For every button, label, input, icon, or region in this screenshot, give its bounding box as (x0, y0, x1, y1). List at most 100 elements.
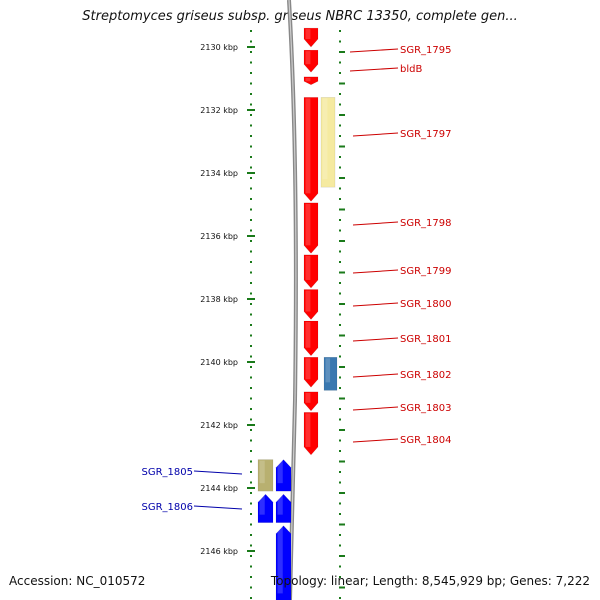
track-dot (250, 282, 252, 284)
sgr_1800-gene-arrow (303, 289, 319, 320)
feature-gene-arrow (275, 459, 292, 492)
feature-gene-arrow (275, 525, 292, 600)
feature-highlight (277, 495, 283, 515)
label-leader (352, 302, 399, 307)
track-dot (250, 135, 252, 137)
track-dot (339, 387, 341, 389)
sgr_1798-gene-arrow (303, 202, 319, 254)
track-dot (339, 439, 341, 442)
label-leader (193, 505, 243, 510)
track-dot (250, 250, 252, 253)
track-dot (339, 502, 341, 505)
track-tick (339, 51, 345, 53)
sgr_1806-gene-arrow (257, 493, 274, 523)
feature-highlight (325, 358, 331, 383)
track-tick (339, 208, 345, 211)
feature-highlight (305, 203, 311, 246)
track-tick (339, 429, 345, 431)
track-dot (339, 513, 341, 515)
gene-label: SGR_1802 (400, 370, 452, 381)
scale-label: 2138 kbp (200, 295, 238, 304)
scale-tick (247, 298, 255, 300)
label-leader (349, 48, 399, 53)
feature-highlight (305, 322, 311, 348)
track-dot (250, 229, 252, 232)
scale-label: 2146 kbp (200, 547, 238, 556)
track-dot (250, 523, 252, 526)
track-dot (250, 460, 252, 463)
track-dot (250, 544, 252, 547)
track-dot (250, 82, 252, 85)
track-dot (339, 576, 341, 578)
track-dot (250, 177, 252, 179)
right-dotted-track (339, 30, 345, 599)
track-dot (339, 292, 341, 295)
track-dot (250, 597, 252, 599)
track-dot (250, 156, 252, 158)
scale-tick (247, 46, 255, 48)
track-dot (250, 387, 252, 389)
scale-tick (247, 550, 255, 552)
feature-highlight (277, 460, 283, 484)
track-dot (339, 345, 341, 347)
track-dot (339, 313, 341, 316)
track-tick (339, 177, 345, 179)
feature-highlight (305, 98, 311, 194)
sgr_1805-feature-box (257, 459, 274, 492)
track-dot (250, 376, 252, 379)
track-dot (250, 303, 252, 305)
feature-highlight (277, 526, 283, 594)
track-tick (339, 82, 345, 85)
sgr_1802-gene-arrow (303, 356, 319, 388)
gene-label: SGR_1805 (142, 467, 194, 478)
track-tick (339, 114, 345, 116)
track-tick (339, 271, 345, 274)
track-dot (250, 219, 252, 221)
track-tick (339, 303, 345, 305)
gene-label: SGR_1799 (400, 266, 452, 277)
track-dot (250, 481, 252, 484)
track-dot (250, 166, 252, 169)
track-dot (250, 586, 252, 589)
sgr_1801-gene-arrow (303, 320, 319, 357)
label-leader (352, 132, 399, 137)
track-dot (250, 51, 252, 53)
feature-feature-box (323, 356, 338, 391)
feature-highlight (259, 495, 265, 515)
feature-gene-arrow (275, 493, 292, 523)
track-dot (339, 544, 341, 547)
gene-label: SGR_1806 (142, 502, 194, 513)
feature-highlight (305, 77, 311, 82)
track-dot (339, 166, 341, 169)
gene-label: SGR_1804 (400, 435, 452, 446)
scale-tick (247, 172, 255, 174)
sgr_1803-gene-arrow (303, 391, 319, 412)
track-dot (339, 324, 341, 326)
left-dotted-track (250, 30, 252, 599)
track-dot (339, 250, 341, 253)
track-dot (250, 198, 252, 200)
track-tick (339, 586, 345, 589)
track-dot (250, 240, 252, 242)
track-dot (250, 271, 252, 274)
gene-label: SGR_1800 (400, 299, 452, 310)
feature-highlight (322, 98, 328, 180)
track-dot (250, 513, 252, 515)
sgr_1804-gene-arrow (303, 412, 319, 456)
label-leader (193, 470, 243, 475)
track-dot (339, 282, 341, 284)
label-leader (352, 337, 399, 342)
track-dot (339, 30, 341, 32)
track-dot (250, 261, 252, 263)
track-dot (250, 124, 252, 127)
scale-label: 2142 kbp (200, 421, 238, 430)
track-dot (250, 324, 252, 326)
track-dot (339, 135, 341, 137)
track-tick (339, 145, 345, 148)
backbone-highlight (288, 0, 297, 600)
track-dot (339, 156, 341, 158)
track-dot (339, 471, 341, 473)
track-dot (250, 313, 252, 316)
track-dot (339, 355, 341, 358)
